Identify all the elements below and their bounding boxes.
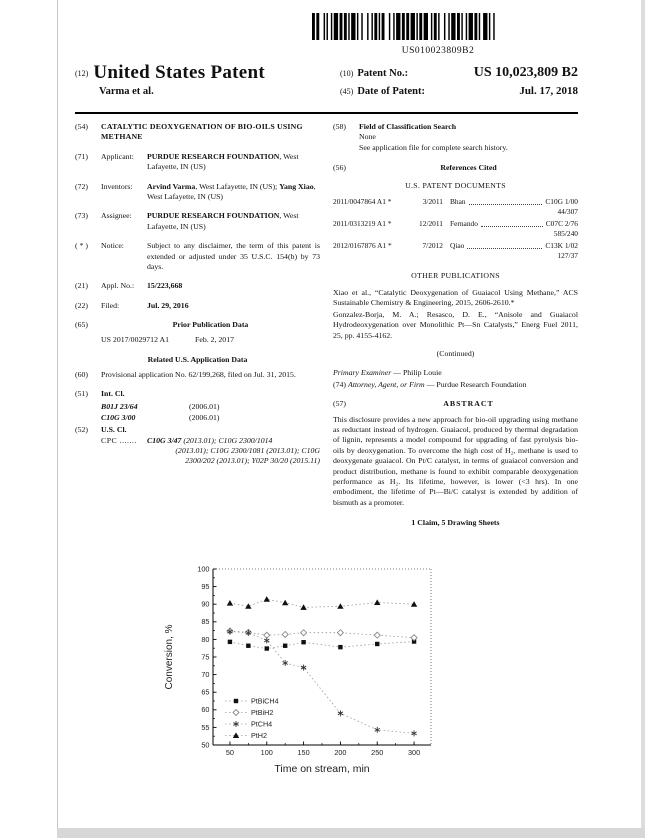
patent-ref-subclass: 44/307 xyxy=(557,207,578,217)
provisional-text: Provisional application No. 62/199,268, … xyxy=(101,369,296,379)
us-patent-documents-heading: U.S. PATENT DOCUMENTS xyxy=(405,180,506,190)
svg-text:PtBiH2: PtBiH2 xyxy=(251,708,273,717)
section-54-title: (54) CATALYTIC DEOXYGENATION OF BIO-OILS… xyxy=(75,122,320,143)
svg-text:70: 70 xyxy=(201,670,209,679)
attorney-line: (74) Attorney, Agent, or Firm — Purdue R… xyxy=(333,379,527,389)
section-21-appl-no: (21) Appl. No.: 15/223,668 xyxy=(75,281,320,291)
svg-text:50: 50 xyxy=(201,740,209,749)
notice-text: Subject to any disclaimer, the term of t… xyxy=(147,241,320,272)
svg-text:Conversion, %: Conversion, % xyxy=(164,624,175,689)
svg-text:50: 50 xyxy=(226,748,234,757)
svg-text:150: 150 xyxy=(297,748,309,757)
svg-text:80: 80 xyxy=(201,635,209,644)
patent-ref-subclass: 127/37 xyxy=(557,251,578,261)
svg-text:200: 200 xyxy=(334,748,346,757)
svg-text:100: 100 xyxy=(197,564,209,573)
abstract-heading-row: (57) ABSTRACT xyxy=(333,399,578,409)
claims-line: 1 Claim, 5 Drawing Sheets xyxy=(411,518,500,528)
other-publications-heading: OTHER PUBLICATIONS xyxy=(411,271,500,281)
dot-leader xyxy=(480,219,543,228)
svg-text:250: 250 xyxy=(371,748,383,757)
scan-edge-left xyxy=(57,0,58,838)
svg-text:60: 60 xyxy=(201,705,209,714)
svg-text:PtCH4: PtCH4 xyxy=(251,720,272,729)
section-notice: ( * ) Notice: Subject to any disclaimer,… xyxy=(75,241,320,272)
section-71-applicant: (71) Applicant: PURDUE RESEARCH FOUNDATI… xyxy=(75,151,299,172)
svg-text:95: 95 xyxy=(201,582,209,591)
section-65-heading: (65) Prior Publication Data xyxy=(75,320,249,330)
invention-title: CATALYTIC DEOXYGENATION OF BIO-OILS USIN… xyxy=(101,122,303,142)
section-56-heading: (56) References Cited xyxy=(333,163,497,173)
svg-text:75: 75 xyxy=(201,652,209,661)
patent-date: Jul. 17, 2018 xyxy=(519,85,578,97)
patent-ref-subclass: 585/240 xyxy=(553,229,578,239)
int-cl-row: B01J 23/64 (2006.01) xyxy=(101,402,220,412)
right-column: (58) Field of Classification Search None… xyxy=(333,122,578,529)
svg-text:85: 85 xyxy=(201,617,209,626)
svg-text:Time on stream, min: Time on stream, min xyxy=(274,763,369,775)
patent-ref-row: 2011/0313219 A1 * 12/2011 Fernando C07C … xyxy=(333,218,578,228)
section-22-filed: (22) Filed: Jul. 29, 2016 xyxy=(75,301,320,311)
patent-ref-row: 2012/0167876 A1 * 7/2012 Qiao C13K 1/02 xyxy=(333,240,578,250)
abstract-text: This disclosure provides a new approach … xyxy=(333,414,578,507)
svg-text:90: 90 xyxy=(201,600,209,609)
scan-edge-bottom xyxy=(57,828,645,838)
classification-none: None xyxy=(359,132,376,142)
svg-text:PtH2: PtH2 xyxy=(251,731,267,740)
int-cl-row: C10G 3/00 (2006.01) xyxy=(101,412,220,422)
dot-leader xyxy=(467,241,543,250)
search-history-note: See application file for complete search… xyxy=(359,142,508,152)
inventor-2: Yang Xiao xyxy=(279,181,314,191)
patent-number: US 10,023,809 B2 xyxy=(473,65,578,80)
svg-text:300: 300 xyxy=(408,748,420,757)
application-number: 15/223,668 xyxy=(147,281,183,291)
dot-leader xyxy=(468,197,543,206)
publication-2: Gonzalez-Borja, M. A.; Resasco, D. E., “… xyxy=(333,309,578,340)
date-code: (45) xyxy=(340,87,354,96)
kind-code-num: (12) xyxy=(75,68,89,78)
barcode: US010023809B2 xyxy=(312,13,564,56)
patent-no-code: (10) xyxy=(340,69,354,78)
patent-header: (12) United States Patent Varma et al. (… xyxy=(75,62,578,97)
page-title: United States Patent xyxy=(93,62,266,83)
applicant-name: PURDUE RESEARCH FOUNDATION xyxy=(147,151,280,161)
figure-1-chart: 50 55 60 65 70 75 80 85 90 95 100 50 100 150 200 250 300… xyxy=(158,560,488,815)
scan-edge-right xyxy=(641,0,645,838)
header-left: (12) United States Patent Varma et al. xyxy=(75,62,265,97)
inventor-short-line: Varma et al. xyxy=(99,86,154,97)
header-divider xyxy=(75,112,578,114)
section-51-int-cl: (51) Int. Cl. xyxy=(75,388,125,398)
svg-text:55: 55 xyxy=(201,723,209,732)
related-data-heading: Related U.S. Application Data xyxy=(147,355,248,365)
svg-text:100: 100 xyxy=(261,748,273,757)
section-52-us-cl: (52) U.S. Cl. xyxy=(75,425,127,435)
continued-note: (Continued) xyxy=(436,348,475,358)
publication-number: US 2017/0029712 A1 xyxy=(101,334,170,344)
barcode-bars-image xyxy=(312,13,495,40)
filing-date: Jul. 29, 2016 xyxy=(147,300,189,310)
cpc-classifications: CPC ....... C10G 3/47 (2013.01); C10G 23… xyxy=(101,435,320,466)
section-73-assignee: (73) Assignee: PURDUE RESEARCH FOUNDATIO… xyxy=(75,211,299,231)
svg-text:PtBiCH4: PtBiCH4 xyxy=(251,697,279,706)
abstract-heading: ABSTRACT xyxy=(443,399,494,409)
section-72-inventors: (72) Inventors: Arvind Varma, West Lafay… xyxy=(75,181,316,202)
publication-1: Xiao et al., “Catalytic Deoxygenation of… xyxy=(333,287,578,308)
primary-examiner-line: Primary Examiner — Philip Louie xyxy=(333,368,442,378)
inventor-1: Arvind Varma xyxy=(147,181,196,191)
svg-text:65: 65 xyxy=(201,688,209,697)
prior-publication-data: US 2017/0029712 A1 Feb. 2, 2017 xyxy=(75,335,320,345)
assignee-name: PURDUE RESEARCH FOUNDATION xyxy=(147,211,280,221)
conversion-chart: 50 55 60 65 70 75 80 85 90 95 100 50 100 150 200 250 300… xyxy=(164,564,432,775)
patent-ref-row: 2011/0047864 A1 * 3/2011 Bhan C10G 1/00 xyxy=(333,197,578,207)
section-58-heading: (58) Field of Classification Search xyxy=(333,122,457,131)
section-60-provisional: (60) Provisional application No. 62/199,… xyxy=(75,370,320,380)
header-right: (10) Patent No.: US 10,023,809 B2 (45) D… xyxy=(340,62,578,97)
date-label: Date of Patent: xyxy=(357,86,425,97)
publication-date: Feb. 2, 2017 xyxy=(195,334,235,344)
barcode-number: US010023809B2 xyxy=(401,46,475,56)
patent-no-label: Patent No.: xyxy=(357,68,409,79)
left-column: (54) CATALYTIC DEOXYGENATION OF BIO-OILS… xyxy=(75,122,320,529)
body-columns: (54) CATALYTIC DEOXYGENATION OF BIO-OILS… xyxy=(75,122,578,529)
